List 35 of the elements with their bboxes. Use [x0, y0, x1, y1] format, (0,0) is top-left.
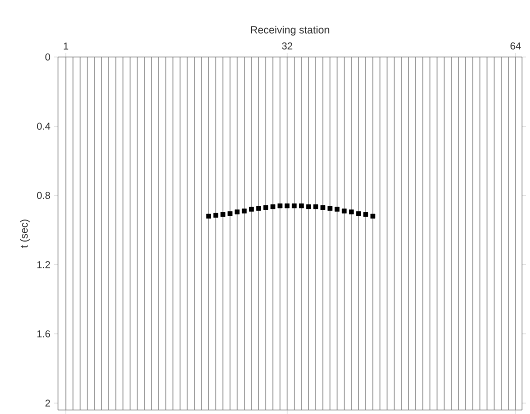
point	[292, 203, 297, 208]
point	[334, 206, 340, 212]
point	[284, 203, 290, 208]
point	[234, 209, 240, 214]
point	[206, 214, 212, 219]
x-tick-label: 32	[282, 42, 292, 50]
point	[278, 203, 282, 208]
point	[313, 204, 318, 210]
point	[320, 205, 326, 210]
point	[220, 212, 226, 217]
point	[270, 204, 276, 210]
point	[342, 208, 347, 214]
point	[242, 208, 247, 214]
point	[356, 211, 361, 216]
y-tick-label: 0.8	[37, 192, 50, 199]
y-tick-label: 1.2	[37, 261, 50, 268]
point	[363, 212, 368, 217]
point	[249, 206, 254, 212]
point	[370, 214, 376, 219]
x-axis-title: Receiving station	[251, 26, 330, 36]
y-tick-label: 0	[45, 53, 50, 61]
point	[328, 206, 332, 211]
y-tick-label: 2	[45, 400, 50, 407]
x-tick-label: 64	[510, 42, 521, 50]
point	[256, 206, 261, 211]
point	[348, 209, 354, 214]
point	[299, 203, 304, 208]
point	[213, 212, 218, 218]
y-tick-label: 0.4	[37, 122, 50, 130]
y-tick-label: 1.6	[37, 330, 50, 338]
y-axis-title: t (sec)	[20, 220, 30, 248]
point	[263, 205, 268, 210]
point	[228, 211, 232, 216]
x-tick-label: 1	[64, 42, 68, 50]
point	[306, 204, 311, 210]
